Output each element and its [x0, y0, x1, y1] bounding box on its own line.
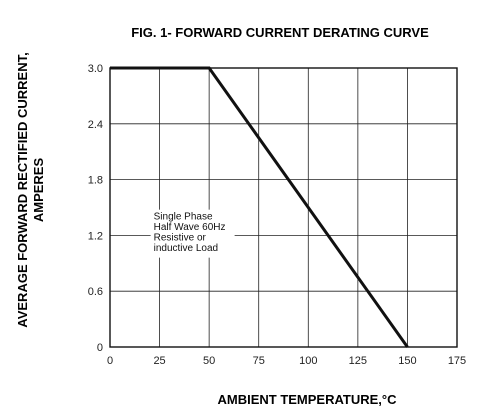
x-tick-labels: 0 25 50 75 100 125 150 175 — [107, 355, 466, 367]
y-axis-label-line2: AMPERES — [31, 158, 46, 223]
series — [110, 66, 409, 348]
annotation-background — [150, 209, 235, 258]
annotation-line: inductive Load — [154, 243, 219, 254]
annotation-line: Single Phase — [154, 212, 213, 223]
y-tick-label: 1.2 — [88, 230, 103, 242]
y-tick-label: 3.0 — [88, 63, 103, 75]
annotation-line: Half Wave 60Hz — [154, 222, 226, 233]
grid — [109, 67, 458, 348]
x-tick-label: 125 — [349, 355, 367, 367]
annotation-line: Resistive or — [154, 233, 207, 244]
y-tick-label: 0.6 — [88, 286, 103, 298]
y-tick-label: 1.8 — [88, 175, 103, 187]
x-tick-label: 50 — [203, 355, 215, 367]
y-tick-labels: 0 0.6 1.2 1.8 2.4 3.0 — [88, 63, 103, 354]
derating-curve — [110, 66, 409, 348]
x-tick-label: 75 — [253, 355, 265, 367]
plot-frame — [109, 67, 458, 348]
y-tick-label: 0 — [97, 342, 103, 354]
x-tick-label: 175 — [448, 355, 466, 367]
x-tick-label: 0 — [107, 355, 113, 367]
x-tick-label: 25 — [153, 355, 165, 367]
chart-title: FIG. 1- FORWARD CURRENT DERATING CURVE — [131, 25, 429, 40]
y-tick-label: 2.4 — [88, 119, 103, 131]
y-axis-label-line1: AVERAGE FORWARD RECTIFIED CURRENT, — [15, 52, 30, 327]
x-tick-label: 150 — [398, 355, 416, 367]
x-tick-label: 100 — [299, 355, 317, 367]
x-axis-label: AMBIENT TEMPERATURE,°C — [217, 392, 397, 407]
